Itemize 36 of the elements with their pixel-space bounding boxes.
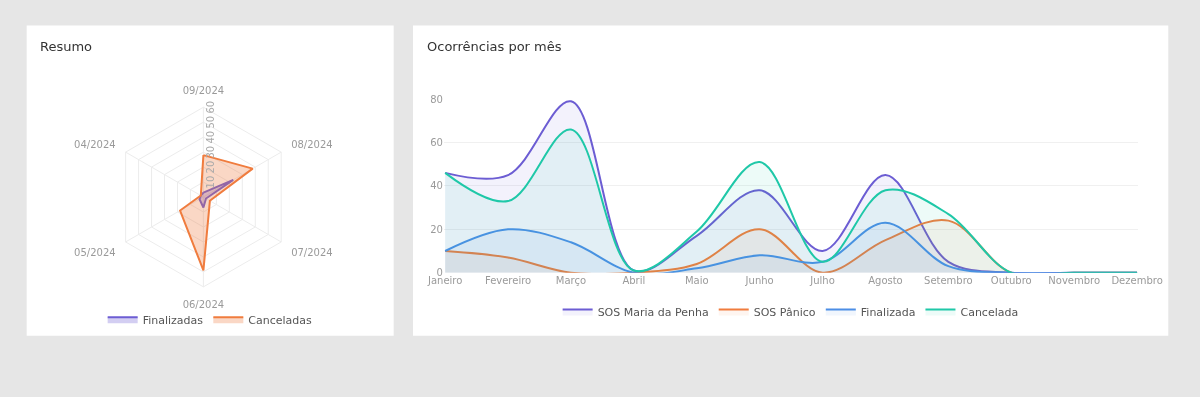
x-tick-label: Maio <box>684 274 709 286</box>
x-tick-label: Julho <box>809 274 835 286</box>
x-tick-label: Junho <box>744 274 774 286</box>
legend-label: Finalizadas <box>142 313 204 327</box>
y-tick-label: 10 <box>204 175 216 189</box>
y-tick-label: 80 <box>430 93 443 105</box>
legend-label: SOS Pânico <box>753 305 816 319</box>
legend-label: Finalizada <box>860 305 916 319</box>
spoke-label: 06/2024 <box>182 299 225 311</box>
x-tick-label: Novembro <box>1048 274 1101 286</box>
legend-label: Cancelada <box>960 305 1019 319</box>
y-tick-label: 0 <box>436 267 443 279</box>
y-tick-label: 60 <box>204 100 216 114</box>
x-tick-label: Agosto <box>868 274 903 286</box>
spoke-label: 07/2024 <box>291 246 333 258</box>
x-tick-label: Março <box>555 274 587 286</box>
chart-title: Resumo <box>40 39 93 54</box>
x-tick-label: Outubro <box>990 274 1032 286</box>
y-tick-label: 40 <box>430 180 443 192</box>
spoke-label: 09/2024 <box>182 84 225 96</box>
x-tick-label: Dezembro <box>1111 274 1163 286</box>
y-tick-label: 20 <box>430 223 443 235</box>
x-tick-label: Setembro <box>924 274 973 286</box>
legend-label: SOS Maria da Penha <box>597 305 709 319</box>
y-tick-label: 30 <box>204 145 216 159</box>
y-tick-label: 40 <box>204 130 216 144</box>
chart-title: Ocorrências por mês <box>427 39 562 54</box>
x-tick-label: Abril <box>622 274 646 286</box>
spoke-label: 05/2024 <box>74 246 116 258</box>
spoke-label: 08/2024 <box>291 139 333 151</box>
x-tick-label: Fevereiro <box>484 274 532 286</box>
spoke-label: 04/2024 <box>74 139 116 151</box>
y-tick-label: 50 <box>204 115 216 129</box>
y-tick-label: 60 <box>430 137 443 148</box>
legend-label: Canceladas <box>248 313 313 327</box>
y-tick-label: 20 <box>204 160 216 174</box>
